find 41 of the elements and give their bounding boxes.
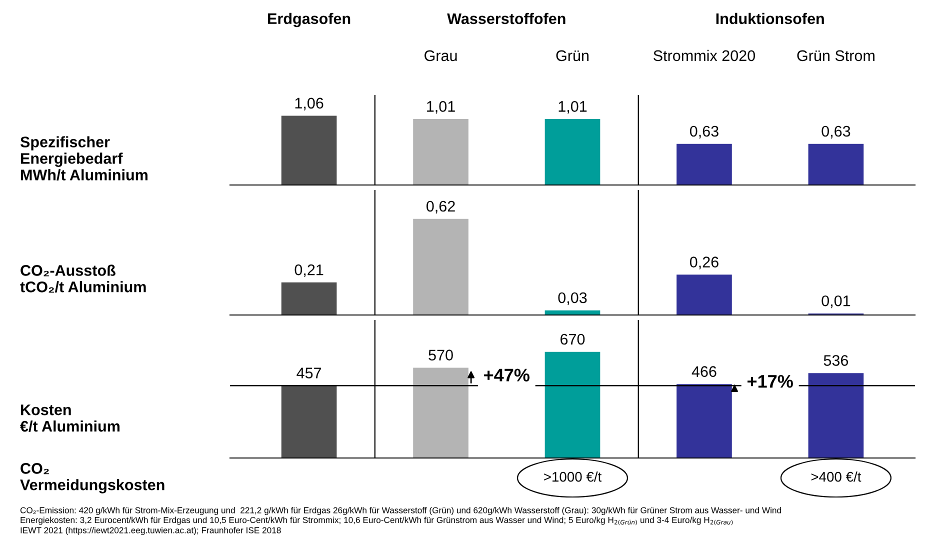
data-label: 570 xyxy=(428,350,453,361)
text: >1000 €/t xyxy=(544,472,602,482)
bar xyxy=(281,282,337,315)
x-tick-label: Grün xyxy=(556,50,588,62)
y-axis-title: CO₂-Ausstoß tCO₂/t Aluminium xyxy=(20,264,146,293)
text: Wasserstoffofen xyxy=(447,12,566,24)
bar xyxy=(413,368,468,458)
data-label: 0,03 xyxy=(558,292,587,305)
text: Induktionsofen xyxy=(716,12,824,24)
x-tick-label: Strommix 2020 xyxy=(654,50,756,62)
bar xyxy=(676,274,732,315)
text: >400 €/t xyxy=(811,472,862,482)
annotation: +47% xyxy=(484,368,530,382)
bar xyxy=(413,218,468,315)
x-tick-label: Grün Strom xyxy=(797,50,874,62)
annotation: +17% xyxy=(748,375,793,388)
data-label: 0,26 xyxy=(690,256,718,270)
text: Energiekosten: 3,2 Eurocent/kWh für Erdgas und 10,5 Euro-Cent/kWh für Strommix; 10,6 Euro-Cent/kWh für Grünstrom aus Wasser und Wind; 5 Euro/kg H$_{2(Grün)}$ und 3-4 Euro/kg H$_{2(Grau)}$ xyxy=(20,516,733,526)
data-label: 457 xyxy=(296,368,322,378)
bar xyxy=(676,384,732,458)
data-label: 0,21 xyxy=(294,264,324,278)
y-axis-title: Spezifischer Energiebedarf MWh/t Aluminium xyxy=(20,136,148,181)
data-label: 536 xyxy=(824,355,848,366)
data-label: 0,62 xyxy=(426,200,455,214)
data-label: 0,01 xyxy=(822,295,850,308)
data-label: 0,63 xyxy=(822,126,850,138)
text: CO₂ Vermeidungskosten xyxy=(20,463,164,494)
data-label: 1,01 xyxy=(558,101,587,114)
bar xyxy=(281,386,337,458)
bar xyxy=(808,373,864,458)
text: Erdgasofen xyxy=(268,12,350,28)
data-label: 670 xyxy=(560,334,585,345)
data-label: 1,01 xyxy=(427,101,455,114)
text: IEWT 2021 (https://iewt2021.eeg.tuwien.ac.at); Fraunhofer ISE 2018 xyxy=(20,526,281,536)
bar xyxy=(544,352,600,458)
data-label: 0,63 xyxy=(690,126,718,138)
text: CO₂-Emission: 420 g/kWh für Strom-Mix-Erzeugung und 221,2 g/kWh für Erdgas 26g/kWh für Wasserstoff (Grün) und 620g/kWh Wasserstoff (Grau): 30g/kWh für Grüner Strom aus Wasser- und Wind xyxy=(20,506,781,516)
y-axis-title: Kosten €/t Aluminium xyxy=(20,404,120,432)
data-label: 1,06 xyxy=(295,98,324,110)
x-tick-label: Grau xyxy=(424,50,457,62)
data-label: 466 xyxy=(692,366,716,377)
